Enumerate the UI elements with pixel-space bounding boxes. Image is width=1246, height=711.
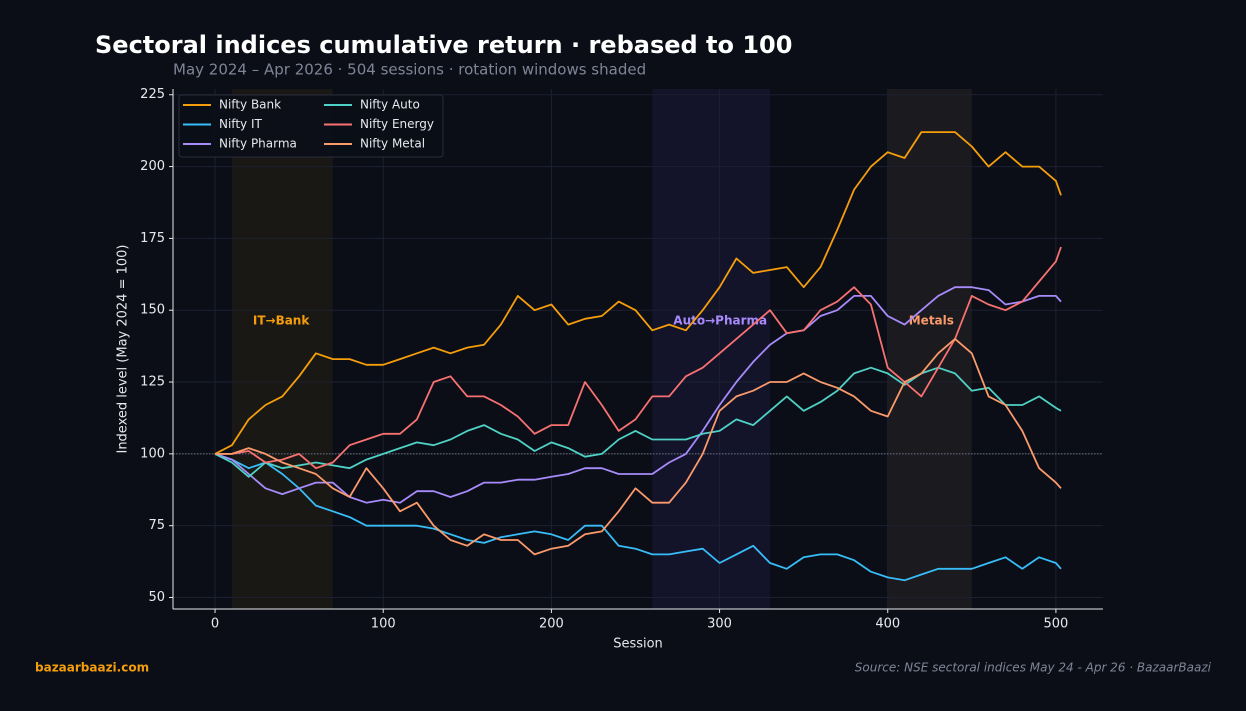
y-tick-label: 50	[148, 590, 165, 605]
legend-label: Nifty Pharma	[219, 137, 297, 151]
y-tick-label: 150	[140, 303, 165, 318]
y-tick-label: 125	[140, 375, 165, 390]
legend-label: Nifty IT	[219, 117, 262, 131]
x-tick-label: 200	[539, 617, 564, 632]
x-tick-label: 400	[875, 617, 900, 632]
series-line	[214, 453, 1062, 582]
rotation-window	[231, 89, 333, 609]
y-tick-label: 75	[148, 518, 165, 533]
chart-title: Sectoral indices cumulative return · reb…	[95, 31, 792, 59]
series-line	[214, 131, 1062, 455]
y-tick-label: 200	[140, 159, 165, 174]
rotation-window	[652, 89, 771, 609]
legend-label: Nifty Metal	[360, 137, 425, 151]
legend-label: Nifty Energy	[360, 117, 434, 131]
x-tick-label: 100	[371, 617, 396, 632]
legend-box	[178, 94, 444, 158]
plot-area: 50 75 100 125 150 175 200 225 0 100 200 300 400 500 IT…	[140, 87, 1103, 632]
legend-label: Nifty Bank	[219, 98, 281, 112]
y-tick-label: 175	[140, 231, 165, 246]
rotation-window	[887, 89, 972, 609]
series-line	[214, 286, 1062, 504]
x-tick-label: 500	[1043, 617, 1068, 632]
y-tick-label: 225	[140, 87, 165, 102]
x-tick-label: 300	[707, 617, 732, 632]
x-axis-label: Session	[613, 637, 663, 652]
y-axis-label: Indexed level (May 2024 = 100)	[116, 244, 131, 453]
footer-source: Source: NSE sectoral indices May 24 - Ap…	[855, 661, 1212, 675]
legend-label: Nifty Auto	[360, 98, 420, 112]
series-line	[215, 338, 1062, 556]
chart-subtitle: May 2024 – Apr 2026 · 504 sessions · rot…	[173, 61, 646, 79]
y-tick-label: 100	[140, 446, 165, 461]
series-line	[214, 366, 1062, 478]
series-line	[215, 246, 1062, 470]
window-label: IT→Bank	[253, 314, 310, 328]
window-label: Metals	[909, 314, 954, 328]
footer-brand: bazaarbaazi.com	[35, 661, 149, 675]
x-tick-label: 0	[211, 617, 219, 632]
